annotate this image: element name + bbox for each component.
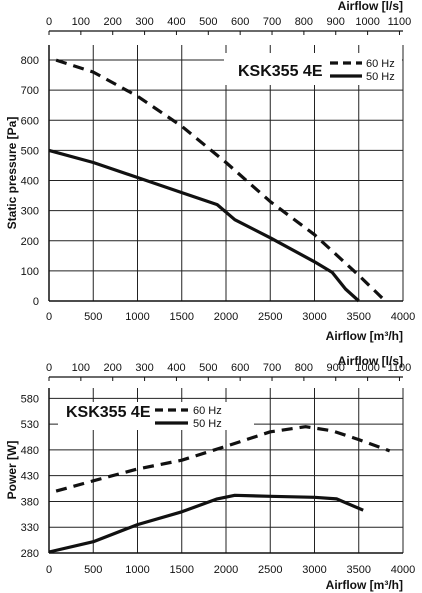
power-y-tick-label: 580 bbox=[21, 393, 39, 405]
power-top-tick-label: 200 bbox=[104, 362, 122, 374]
power-top-tick-label: 800 bbox=[295, 362, 313, 374]
power-x-tick-label: 3500 bbox=[347, 564, 371, 576]
power-y-axis-title: Power [W] bbox=[5, 441, 19, 500]
pressure-x-tick-label: 2500 bbox=[258, 311, 282, 323]
power-x-tick-label: 2000 bbox=[214, 564, 238, 576]
power-series-line-60hz bbox=[55, 425, 391, 493]
pressure-top-tick-label: 700 bbox=[263, 16, 281, 28]
power-y-tick-label: 480 bbox=[21, 445, 39, 457]
power-x-axis-title: Airflow [m³/h] bbox=[326, 578, 403, 592]
pressure-y-tick-label: 100 bbox=[21, 266, 39, 278]
pressure-x-axis-title: Airflow [m³/h] bbox=[326, 329, 403, 343]
power-top-axis-title: Airflow [l/s] bbox=[338, 354, 403, 368]
pressure-top-tick-label: 100 bbox=[72, 16, 90, 28]
pressure-top-tick-label: 300 bbox=[135, 16, 153, 28]
pressure-x-tick-label: 3500 bbox=[347, 311, 371, 323]
pressure-top-tick-label: 500 bbox=[199, 16, 217, 28]
pressure-top-tick-label: 600 bbox=[231, 16, 249, 28]
power-y-tick-label: 330 bbox=[21, 522, 39, 534]
power-top-tick-label: 1100 bbox=[388, 362, 412, 374]
pressure-top-tick-label: 1100 bbox=[388, 16, 412, 28]
power-y-tick-label: 430 bbox=[21, 471, 39, 483]
power-top-tick-label: 100 bbox=[72, 362, 90, 374]
pressure-top-tick-label: 800 bbox=[295, 16, 313, 28]
power-legend-label: 60 Hz bbox=[193, 405, 222, 417]
pressure-top-tick-label: 200 bbox=[104, 16, 122, 28]
pressure-top-axis-title: Airflow [l/s] bbox=[338, 0, 403, 13]
pressure-series-line-60hz bbox=[55, 58, 387, 303]
power-top-tick-label: 500 bbox=[199, 362, 217, 374]
pressure-legend-label: 50 Hz bbox=[366, 71, 395, 83]
power-top-tick-label: 300 bbox=[135, 362, 153, 374]
power-y-tick-label: 380 bbox=[21, 496, 39, 508]
power-x-tick-label: 1000 bbox=[125, 564, 149, 576]
pressure-y-tick-label: 600 bbox=[21, 115, 39, 127]
pressure-y-tick-label: 700 bbox=[21, 85, 39, 97]
power-x-tick-label: 2500 bbox=[258, 564, 282, 576]
power-legend-label: 50 Hz bbox=[193, 418, 222, 430]
power-x-tick-label: 1500 bbox=[170, 564, 194, 576]
pressure-y-tick-label: 0 bbox=[33, 296, 39, 308]
power-model-label: KSK355 4E bbox=[66, 404, 151, 421]
power-x-tick-label: 0 bbox=[46, 564, 52, 576]
power-y-tick-label: 530 bbox=[21, 419, 39, 431]
pressure-x-tick-label: 1500 bbox=[170, 311, 194, 323]
pressure-y-tick-label: 200 bbox=[21, 236, 39, 248]
pressure-top-tick-label: 400 bbox=[167, 16, 185, 28]
pressure-model-label: KSK355 4E bbox=[238, 63, 323, 80]
power-top-tick-label: 600 bbox=[231, 362, 249, 374]
power-y-tick-label: 280 bbox=[21, 548, 39, 560]
pressure-legend-label: 60 Hz bbox=[366, 58, 395, 70]
pressure-x-tick-label: 0 bbox=[46, 311, 52, 323]
power-x-tick-label: 500 bbox=[84, 564, 102, 576]
power-top-tick-label: 400 bbox=[167, 362, 185, 374]
power-x-tick-label: 4000 bbox=[391, 564, 415, 576]
pressure-label-box bbox=[224, 53, 402, 85]
pressure-x-tick-label: 1000 bbox=[125, 311, 149, 323]
pressure-y-tick-label: 300 bbox=[21, 206, 39, 218]
pressure-top-tick-label: 900 bbox=[327, 16, 345, 28]
power-series-line-50hz bbox=[48, 493, 364, 554]
power-top-tick-label: 700 bbox=[263, 362, 281, 374]
pressure-top-tick-label: 1000 bbox=[355, 16, 379, 28]
pressure-x-tick-label: 500 bbox=[84, 311, 102, 323]
power-top-tick-label: 0 bbox=[46, 362, 52, 374]
power-top-tick-label: 900 bbox=[327, 362, 345, 374]
pressure-x-tick-label: 3000 bbox=[302, 311, 326, 323]
power-x-tick-label: 3000 bbox=[302, 564, 326, 576]
pressure-y-tick-label: 800 bbox=[21, 55, 39, 67]
pressure-y-tick-label: 400 bbox=[21, 176, 39, 188]
pressure-series-line-50hz bbox=[48, 148, 360, 303]
pressure-y-axis-title: Static pressure [Pa] bbox=[5, 117, 19, 230]
pressure-x-tick-label: 4000 bbox=[391, 311, 415, 323]
pressure-top-tick-label: 0 bbox=[46, 16, 52, 28]
power-top-tick-label: 1000 bbox=[355, 362, 379, 374]
power-label-box bbox=[58, 402, 254, 430]
pressure-x-tick-label: 2000 bbox=[214, 311, 238, 323]
pressure-y-tick-label: 500 bbox=[21, 145, 39, 157]
